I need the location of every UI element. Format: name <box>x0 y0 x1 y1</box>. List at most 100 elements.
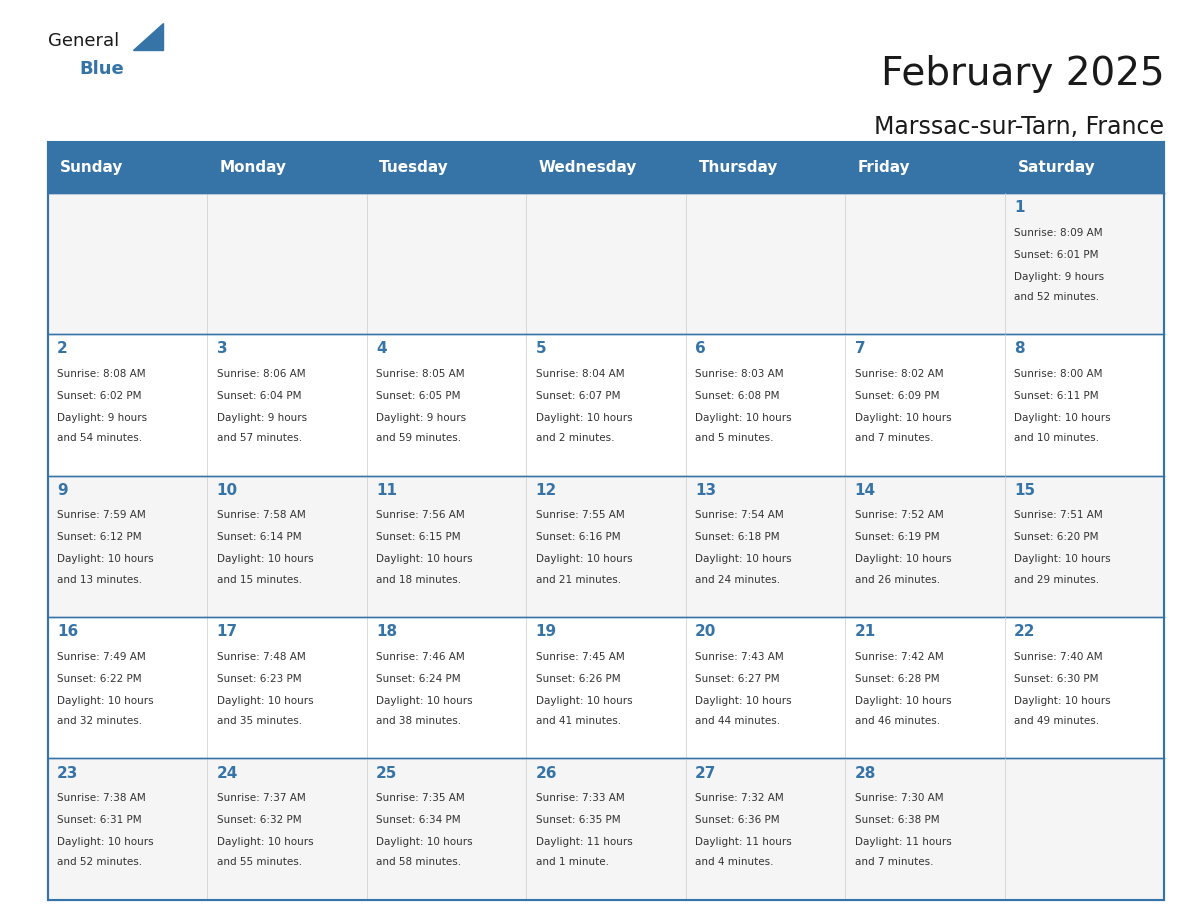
Text: Daylight: 11 hours: Daylight: 11 hours <box>695 837 792 847</box>
Bar <box>526 476 685 617</box>
Bar <box>207 758 367 900</box>
Bar <box>1005 617 1164 758</box>
Text: Sunset: 6:35 PM: Sunset: 6:35 PM <box>536 815 620 825</box>
Text: and 29 minutes.: and 29 minutes. <box>1015 575 1099 585</box>
Text: and 55 minutes.: and 55 minutes. <box>216 857 302 868</box>
Text: Sunset: 6:09 PM: Sunset: 6:09 PM <box>854 391 940 401</box>
Text: Daylight: 9 hours: Daylight: 9 hours <box>216 413 307 423</box>
Text: Sunrise: 7:58 AM: Sunrise: 7:58 AM <box>216 510 305 521</box>
Bar <box>685 193 845 334</box>
FancyBboxPatch shape <box>685 142 845 193</box>
Text: and 59 minutes.: and 59 minutes. <box>377 433 461 443</box>
Text: Sunrise: 7:55 AM: Sunrise: 7:55 AM <box>536 510 625 521</box>
Text: and 2 minutes.: and 2 minutes. <box>536 433 614 443</box>
Text: Sunset: 6:04 PM: Sunset: 6:04 PM <box>216 391 301 401</box>
Text: Sunrise: 8:09 AM: Sunrise: 8:09 AM <box>1015 228 1102 238</box>
Text: 19: 19 <box>536 624 557 639</box>
Text: Blue: Blue <box>80 60 125 78</box>
Text: Daylight: 10 hours: Daylight: 10 hours <box>216 696 314 706</box>
Text: and 35 minutes.: and 35 minutes. <box>216 716 302 726</box>
Text: Marssac-sur-Tarn, France: Marssac-sur-Tarn, France <box>874 115 1164 139</box>
Bar <box>48 617 207 758</box>
Text: and 57 minutes.: and 57 minutes. <box>216 433 302 443</box>
Text: Sunset: 6:24 PM: Sunset: 6:24 PM <box>377 674 461 684</box>
Text: Sunset: 6:16 PM: Sunset: 6:16 PM <box>536 532 620 543</box>
Text: 17: 17 <box>216 624 238 639</box>
Text: Sunset: 6:36 PM: Sunset: 6:36 PM <box>695 815 779 825</box>
Text: Daylight: 10 hours: Daylight: 10 hours <box>377 837 473 847</box>
Text: and 18 minutes.: and 18 minutes. <box>377 575 461 585</box>
Text: 12: 12 <box>536 483 557 498</box>
Text: Sunset: 6:23 PM: Sunset: 6:23 PM <box>216 674 302 684</box>
Text: Daylight: 10 hours: Daylight: 10 hours <box>854 696 952 706</box>
Text: and 1 minute.: and 1 minute. <box>536 857 608 868</box>
Text: and 24 minutes.: and 24 minutes. <box>695 575 781 585</box>
Text: Daylight: 10 hours: Daylight: 10 hours <box>536 696 632 706</box>
FancyBboxPatch shape <box>207 142 367 193</box>
Text: Sunrise: 7:59 AM: Sunrise: 7:59 AM <box>57 510 146 521</box>
Text: 5: 5 <box>536 341 546 356</box>
Text: 18: 18 <box>377 624 397 639</box>
Bar <box>845 334 1005 476</box>
Text: 6: 6 <box>695 341 706 356</box>
Text: Daylight: 9 hours: Daylight: 9 hours <box>57 413 147 423</box>
Text: 4: 4 <box>377 341 387 356</box>
Bar <box>845 617 1005 758</box>
Text: 25: 25 <box>377 766 398 780</box>
FancyBboxPatch shape <box>48 142 207 193</box>
Text: 15: 15 <box>1015 483 1035 498</box>
FancyBboxPatch shape <box>1005 142 1164 193</box>
Text: Sunrise: 7:49 AM: Sunrise: 7:49 AM <box>57 652 146 662</box>
Text: Sunset: 6:20 PM: Sunset: 6:20 PM <box>1015 532 1099 543</box>
Text: Sunrise: 8:06 AM: Sunrise: 8:06 AM <box>216 369 305 379</box>
Text: Daylight: 10 hours: Daylight: 10 hours <box>57 696 153 706</box>
Text: Tuesday: Tuesday <box>379 160 449 175</box>
Text: 10: 10 <box>216 483 238 498</box>
Text: Friday: Friday <box>858 160 910 175</box>
Text: and 54 minutes.: and 54 minutes. <box>57 433 143 443</box>
Bar <box>1005 476 1164 617</box>
Text: 27: 27 <box>695 766 716 780</box>
Text: 16: 16 <box>57 624 78 639</box>
Text: Daylight: 9 hours: Daylight: 9 hours <box>377 413 466 423</box>
Text: February 2025: February 2025 <box>880 55 1164 93</box>
Text: 26: 26 <box>536 766 557 780</box>
Bar <box>48 193 207 334</box>
Text: and 49 minutes.: and 49 minutes. <box>1015 716 1099 726</box>
Bar <box>367 617 526 758</box>
Text: Sunrise: 7:48 AM: Sunrise: 7:48 AM <box>216 652 305 662</box>
Bar <box>367 193 526 334</box>
Text: Sunrise: 7:42 AM: Sunrise: 7:42 AM <box>854 652 943 662</box>
Bar <box>845 758 1005 900</box>
Text: and 7 minutes.: and 7 minutes. <box>854 857 934 868</box>
Text: 23: 23 <box>57 766 78 780</box>
Text: Sunset: 6:01 PM: Sunset: 6:01 PM <box>1015 250 1099 260</box>
Bar <box>685 334 845 476</box>
Text: and 13 minutes.: and 13 minutes. <box>57 575 143 585</box>
Bar <box>685 617 845 758</box>
Bar <box>367 758 526 900</box>
Text: Sunrise: 7:52 AM: Sunrise: 7:52 AM <box>854 510 943 521</box>
Text: 24: 24 <box>216 766 238 780</box>
Text: General: General <box>48 32 119 50</box>
Text: Sunrise: 7:56 AM: Sunrise: 7:56 AM <box>377 510 465 521</box>
Text: Sunrise: 7:43 AM: Sunrise: 7:43 AM <box>695 652 784 662</box>
Text: Sunset: 6:19 PM: Sunset: 6:19 PM <box>854 532 940 543</box>
Text: Sunrise: 7:38 AM: Sunrise: 7:38 AM <box>57 793 146 803</box>
Text: Daylight: 10 hours: Daylight: 10 hours <box>57 837 153 847</box>
Text: and 26 minutes.: and 26 minutes. <box>854 575 940 585</box>
Bar <box>48 334 207 476</box>
Text: Daylight: 10 hours: Daylight: 10 hours <box>854 554 952 565</box>
Text: Sunset: 6:07 PM: Sunset: 6:07 PM <box>536 391 620 401</box>
Text: and 32 minutes.: and 32 minutes. <box>57 716 143 726</box>
Text: and 38 minutes.: and 38 minutes. <box>377 716 461 726</box>
Text: Sunset: 6:08 PM: Sunset: 6:08 PM <box>695 391 779 401</box>
Text: Sunrise: 8:05 AM: Sunrise: 8:05 AM <box>377 369 465 379</box>
Text: Daylight: 10 hours: Daylight: 10 hours <box>216 554 314 565</box>
Text: Daylight: 10 hours: Daylight: 10 hours <box>377 554 473 565</box>
Text: Daylight: 9 hours: Daylight: 9 hours <box>1015 272 1105 282</box>
Bar <box>1005 758 1164 900</box>
Text: Sunset: 6:14 PM: Sunset: 6:14 PM <box>216 532 302 543</box>
Text: Sunset: 6:27 PM: Sunset: 6:27 PM <box>695 674 779 684</box>
Text: Daylight: 10 hours: Daylight: 10 hours <box>216 837 314 847</box>
